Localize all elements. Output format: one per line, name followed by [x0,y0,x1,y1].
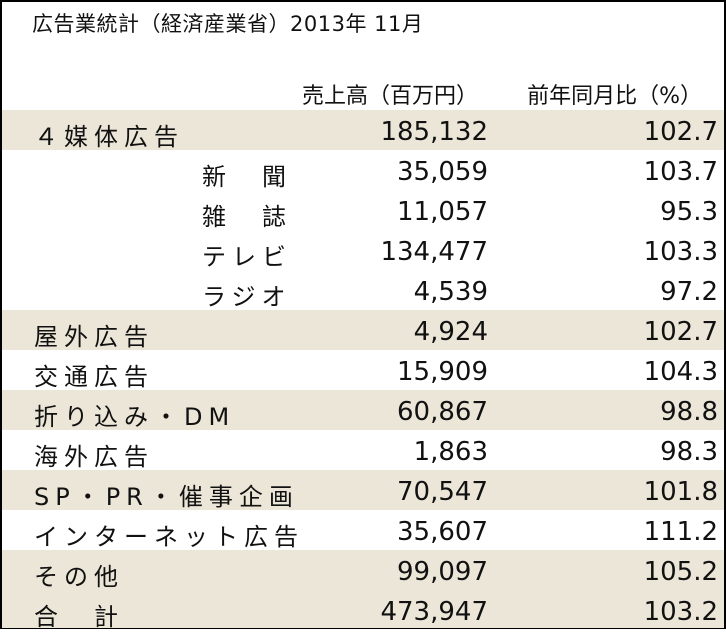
row-sales: 4,539 [413,277,488,307]
table-row: ラジオ 4,539 97.2 [2,270,724,311]
table-row: 新 聞 35,059 103.7 [2,150,724,191]
row-sales: 60,867 [397,397,488,427]
row-label: 新 聞 [202,163,292,191]
sales-column-header: 売上高（百万円） [301,84,478,109]
row-label: テレビ [202,243,292,271]
table-row: 折り込み・DM 60,867 98.8 [2,390,724,431]
table-row: SP・PR・催事企画 70,547 101.8 [2,470,724,511]
row-sales: 473,947 [380,597,488,627]
row-label: その他 [34,563,124,591]
row-label: ラジオ [202,283,292,311]
row-sales: 70,547 [397,477,488,507]
ratio-column-header: 前年同月比（%） [527,84,702,109]
row-sales: 99,097 [397,557,488,587]
row-label: 交通広告 [34,363,154,391]
row-sales: 11,057 [397,197,488,227]
row-ratio: 95.3 [660,197,718,227]
row-ratio: 111.2 [643,517,718,547]
row-ratio: 105.2 [643,557,718,587]
row-ratio: 104.3 [643,357,718,387]
table-row: 屋外広告 4,924 102.7 [2,310,724,351]
table-title: 広告業統計（経済産業省）2013年 11月 [32,12,424,36]
row-sales: 35,607 [397,517,488,547]
row-ratio: 103.2 [643,597,718,627]
row-label: 海外広告 [34,443,154,471]
table-body: ４媒体広告 185,132 102.7 新 聞 35,059 103.7 雑 誌… [2,110,724,631]
row-label: インターネット広告 [34,523,304,551]
row-sales: 134,477 [380,237,488,267]
table-row: ４媒体広告 185,132 102.7 [2,110,724,151]
table-row: インターネット広告 35,607 111.2 [2,510,724,551]
row-ratio: 102.7 [643,117,718,147]
row-ratio: 103.3 [643,237,718,267]
row-sales: 15,909 [397,357,488,387]
row-label: SP・PR・催事企画 [34,483,299,511]
table-row: 海外広告 1,863 98.3 [2,430,724,471]
table-row: 雑 誌 11,057 95.3 [2,190,724,231]
row-sales: 4,924 [413,317,488,347]
row-label: ４媒体広告 [34,123,184,151]
table-row: 交通広告 15,909 104.3 [2,350,724,391]
row-sales: 185,132 [380,117,488,147]
row-label: 折り込み・DM [34,403,236,431]
row-ratio: 102.7 [643,317,718,347]
row-ratio: 101.8 [643,477,718,507]
table-row: テレビ 134,477 103.3 [2,230,724,271]
row-sales: 1,863 [413,437,488,467]
row-ratio: 98.3 [660,437,718,467]
row-sales: 35,059 [397,157,488,187]
total-row: 合 計 473,947 103.2 [2,590,724,631]
row-label: 屋外広告 [34,323,154,351]
column-header-row: 売上高（百万円） 前年同月比（%） [2,78,724,109]
row-label: 合 計 [34,603,124,631]
row-ratio: 98.8 [660,397,718,427]
row-label: 雑 誌 [202,203,292,231]
row-ratio: 97.2 [660,277,718,307]
table-row: その他 99,097 105.2 [2,550,724,591]
row-ratio: 103.7 [643,157,718,187]
